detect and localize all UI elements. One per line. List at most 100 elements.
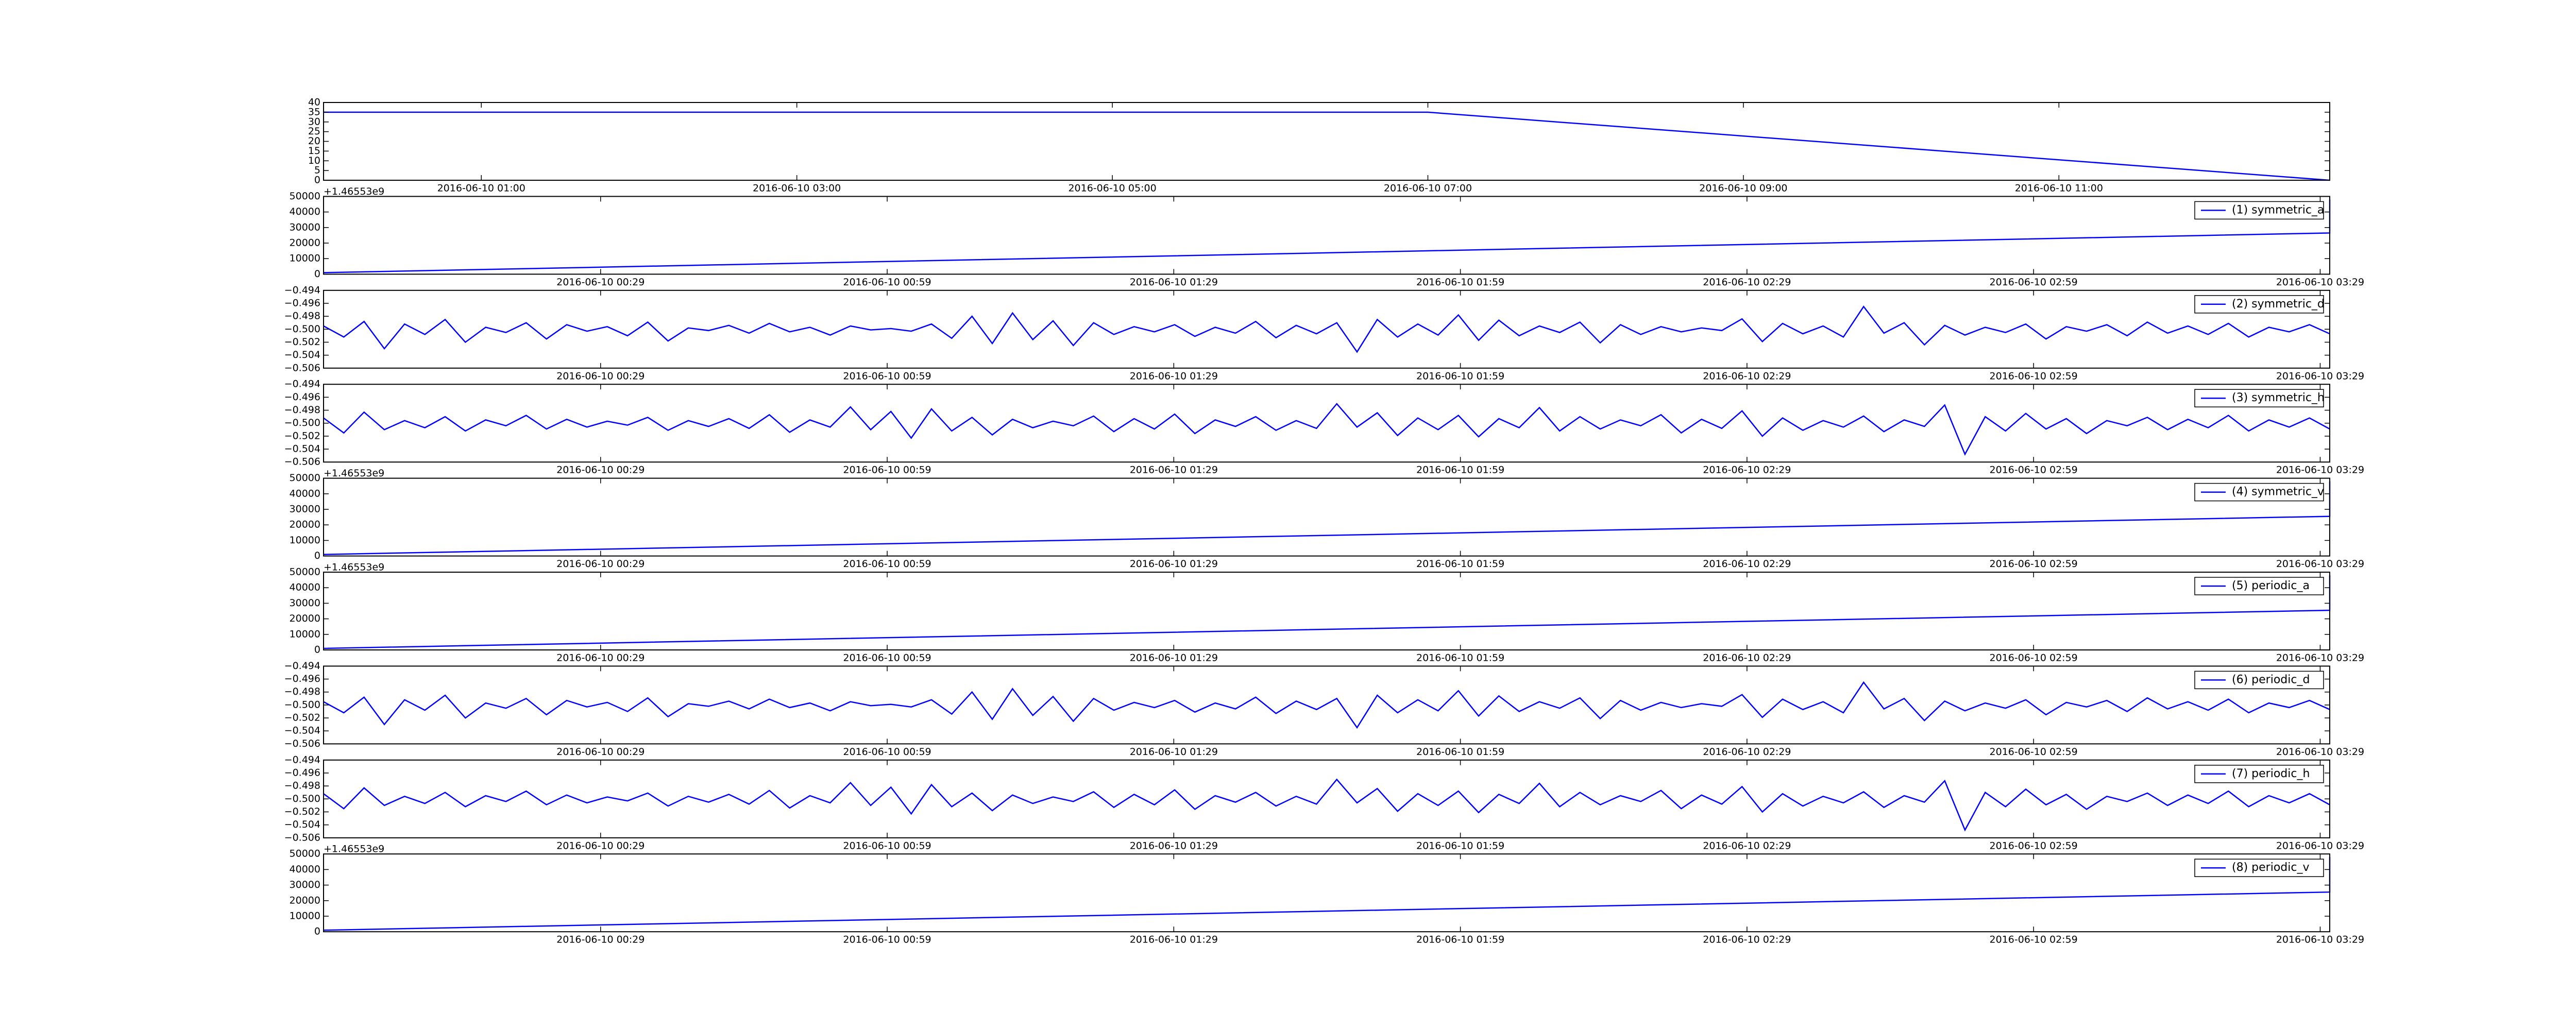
series-line <box>323 481 2331 555</box>
x-tick-label: 2016-06-10 01:29 <box>1130 465 1218 476</box>
x-tick-label: 2016-06-10 01:29 <box>1130 370 1218 382</box>
offset-text: +1.46553e9 <box>324 186 384 197</box>
x-tick-label: 2016-06-10 02:29 <box>1703 370 1791 382</box>
x-tick-label: 2016-06-10 03:29 <box>2276 840 2364 851</box>
x-tick-label: 2016-06-10 02:29 <box>1703 840 1791 851</box>
series-line <box>323 681 2330 729</box>
axes-frame <box>323 102 2330 181</box>
y-tick-label: −0.494 <box>284 660 320 672</box>
series-line <box>323 403 2330 456</box>
x-tick-label: 2016-06-10 00:59 <box>843 840 931 851</box>
x-tick-label: 2016-06-10 00:59 <box>843 746 931 758</box>
x-tick-label: 2016-06-10 00:59 <box>843 370 931 382</box>
y-tick-label: 30000 <box>290 504 320 515</box>
y-tick-label: 40000 <box>290 488 320 499</box>
axes-frame <box>323 384 2330 463</box>
x-tick-label: 2016-06-10 09:00 <box>1699 183 1787 194</box>
y-tick-label: −0.506 <box>284 362 320 373</box>
y-tick-label: 10000 <box>290 628 320 640</box>
legend-label: (6) periodic_d <box>2232 673 2310 686</box>
x-tick-label: 2016-06-10 02:59 <box>1990 746 2078 758</box>
y-tick-label: −0.500 <box>284 417 320 428</box>
y-tick-label: 20000 <box>290 613 320 624</box>
y-tick-label: 20000 <box>290 519 320 530</box>
series-line <box>323 857 2331 931</box>
y-tick-label: 10000 <box>290 535 320 546</box>
y-tick-label: 10000 <box>290 253 320 264</box>
y-tick-label: −0.504 <box>284 725 320 736</box>
x-tick-label: 2016-06-10 01:59 <box>1416 746 1504 758</box>
y-tick-label: −0.494 <box>284 379 320 390</box>
x-tick-label: 2016-06-10 01:59 <box>1416 465 1504 476</box>
y-tick-label: −0.498 <box>284 686 320 697</box>
x-tick-label: 2016-06-10 02:59 <box>1990 934 2078 946</box>
x-tick-label: 2016-06-10 03:29 <box>2276 934 2364 946</box>
legend-label: (8) periodic_v <box>2232 861 2309 874</box>
y-tick-label: −0.496 <box>284 391 320 403</box>
y-tick-label: −0.500 <box>284 323 320 335</box>
x-tick-label: 2016-06-10 03:29 <box>2276 370 2364 382</box>
series-line <box>323 199 2331 273</box>
x-tick-label: 2016-06-10 03:00 <box>753 183 841 194</box>
y-tick-label: −0.496 <box>284 767 320 778</box>
legend-label: (7) periodic_h <box>2232 767 2310 780</box>
x-tick-label: 2016-06-10 00:29 <box>556 558 645 570</box>
series-line <box>323 778 2330 832</box>
y-tick-label: −0.502 <box>284 806 320 817</box>
y-tick-label: 0 <box>314 268 320 280</box>
axes-frame <box>323 572 2330 650</box>
x-tick-label: 2016-06-10 02:29 <box>1703 558 1791 570</box>
x-tick-label: 2016-06-10 01:59 <box>1416 840 1504 851</box>
offset-text: +1.46553e9 <box>324 844 384 855</box>
y-tick-label: 5 <box>314 165 320 176</box>
y-tick-label: 30 <box>308 116 320 127</box>
x-tick-label: 2016-06-10 02:59 <box>1990 558 2078 570</box>
legend-label: (1) symmetric_a <box>2232 203 2324 216</box>
y-tick-label: 40 <box>308 97 320 108</box>
y-tick-label: 40000 <box>290 206 320 217</box>
y-tick-label: 0 <box>314 175 320 186</box>
y-tick-label: −0.502 <box>284 712 320 724</box>
y-tick-label: −0.500 <box>284 793 320 804</box>
y-tick-label: −0.506 <box>284 738 320 749</box>
x-tick-label: 2016-06-10 05:00 <box>1068 183 1156 194</box>
y-tick-label: 25 <box>308 126 320 137</box>
y-tick-label: −0.494 <box>284 284 320 296</box>
y-tick-label: −0.498 <box>284 404 320 416</box>
x-tick-label: 2016-06-10 02:59 <box>1990 465 2078 476</box>
x-tick-label: 2016-06-10 01:29 <box>1130 934 1218 946</box>
x-tick-label: 2016-06-10 03:29 <box>2276 277 2364 288</box>
x-tick-label: 2016-06-10 02:29 <box>1703 653 1791 664</box>
axes-frame <box>323 853 2330 933</box>
y-tick-label: 0 <box>314 926 320 937</box>
x-tick-label: 2016-06-10 02:59 <box>1990 370 2078 382</box>
y-tick-label: 10 <box>308 155 320 166</box>
y-tick-label: 35 <box>308 106 320 117</box>
x-tick-label: 2016-06-10 02:29 <box>1703 934 1791 946</box>
y-tick-label: −0.502 <box>284 430 320 441</box>
x-tick-label: 2016-06-10 00:59 <box>843 277 931 288</box>
x-tick-label: 2016-06-10 01:00 <box>437 183 526 194</box>
x-tick-label: 2016-06-10 01:29 <box>1130 558 1218 570</box>
y-tick-label: 50000 <box>290 472 320 484</box>
x-tick-label: 2016-06-10 03:29 <box>2276 558 2364 570</box>
series-line <box>323 575 2331 649</box>
x-tick-label: 2016-06-10 00:59 <box>843 653 931 664</box>
legend-label: (4) symmetric_v <box>2232 486 2324 499</box>
y-tick-label: 50000 <box>290 566 320 578</box>
axes-frame <box>323 289 2330 369</box>
y-tick-label: 15 <box>308 145 320 157</box>
x-tick-label: 2016-06-10 00:59 <box>843 558 931 570</box>
offset-text: +1.46553e9 <box>324 562 384 573</box>
x-tick-label: 2016-06-10 01:29 <box>1130 840 1218 851</box>
y-tick-label: 30000 <box>290 879 320 890</box>
y-tick-label: −0.496 <box>284 297 320 308</box>
y-tick-label: 30000 <box>290 597 320 609</box>
y-tick-label: 40000 <box>290 864 320 875</box>
x-tick-label: 2016-06-10 02:59 <box>1990 840 2078 851</box>
x-tick-label: 2016-06-10 07:00 <box>1384 183 1472 194</box>
y-tick-label: 50000 <box>290 848 320 860</box>
y-tick-label: 0 <box>314 550 320 561</box>
axes-frame <box>323 759 2330 838</box>
x-tick-label: 2016-06-10 03:29 <box>2276 465 2364 476</box>
